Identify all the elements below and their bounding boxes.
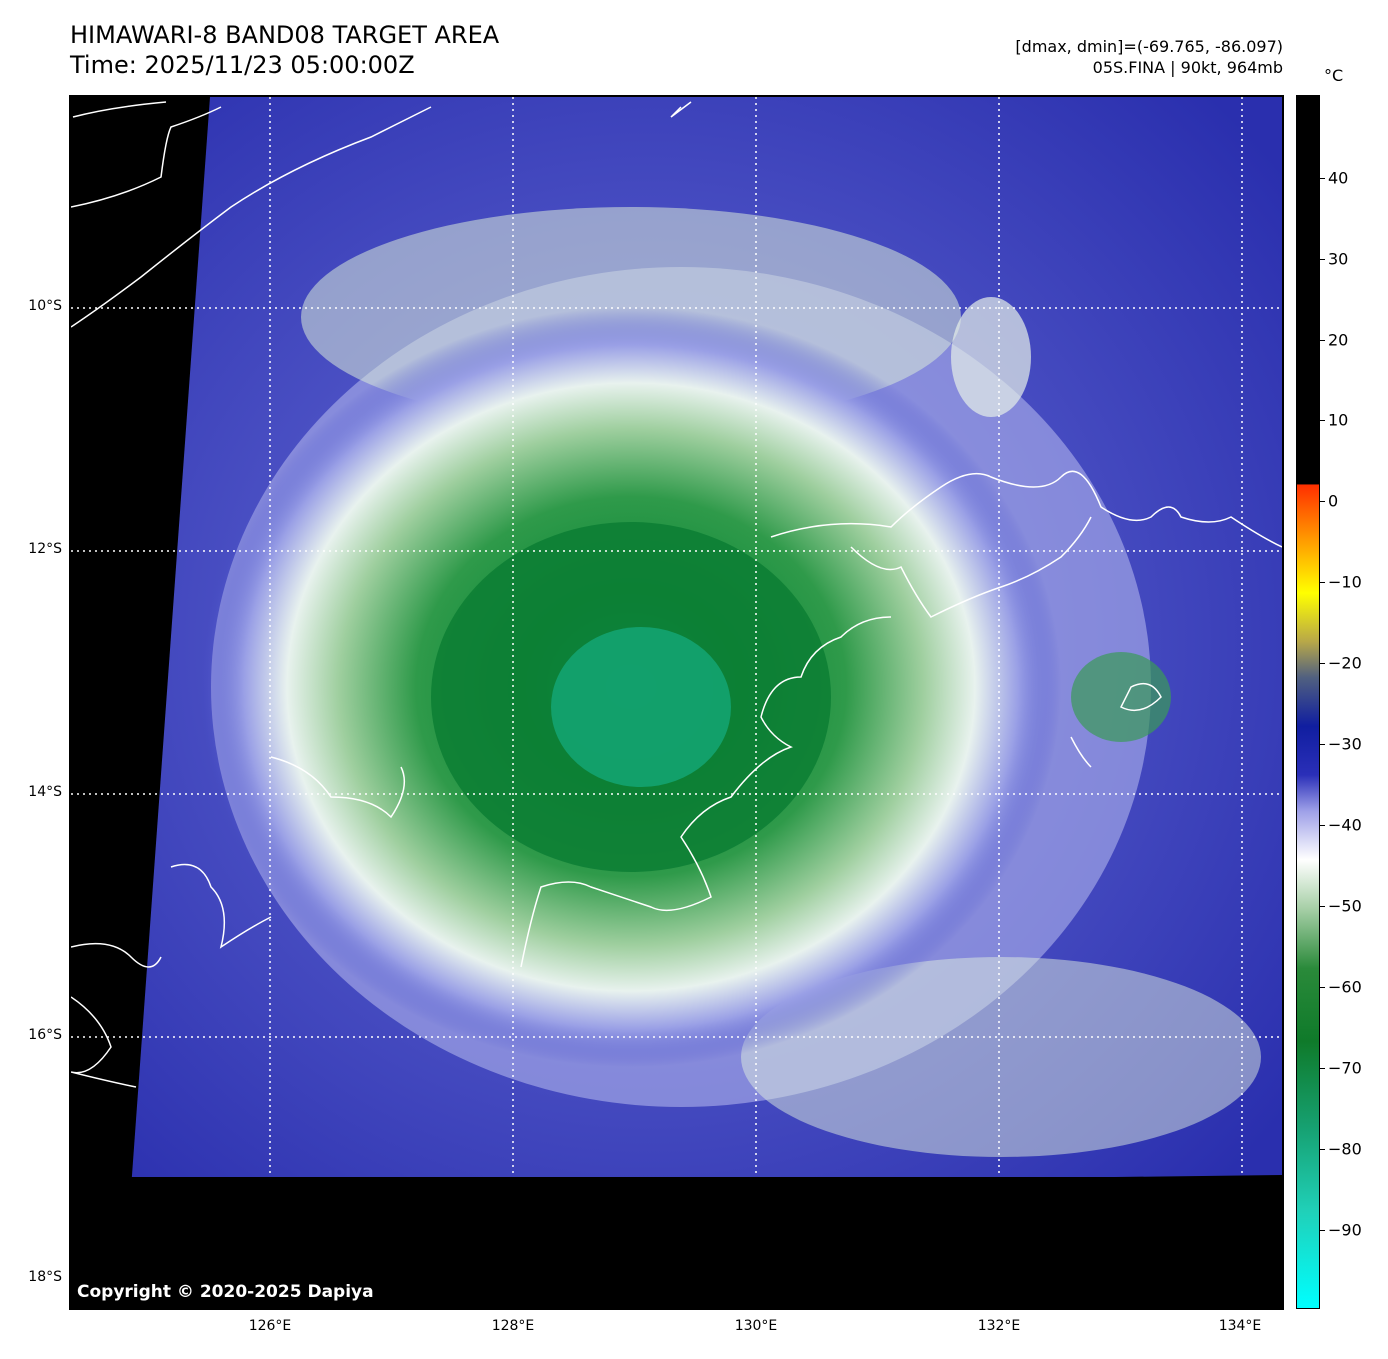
colorbar-label-minus20: −20 xyxy=(1328,653,1362,673)
northeast-cloud-cluster xyxy=(951,297,1031,417)
lon-label-130e: 130°E xyxy=(734,1318,778,1334)
lat-label-14s: 14°S xyxy=(28,784,62,800)
coastlines xyxy=(71,101,1282,1088)
lon-label-128e: 128°E xyxy=(491,1318,535,1334)
colorbar-label-minus40: −40 xyxy=(1328,815,1362,835)
colorbar-label-minus30: −30 xyxy=(1328,734,1362,754)
lat-label-16s: 16°S xyxy=(28,1027,62,1043)
lat-label-12s: 12°S xyxy=(28,541,62,557)
storm-text: 05S.FINA | 90kt, 964mb xyxy=(1092,58,1283,77)
title-line-2: Time: 2025/11/23 05:00:00Z xyxy=(70,51,415,79)
lon-label-126e: 126°E xyxy=(248,1318,292,1334)
colorbar-label-0: 0 xyxy=(1328,491,1339,511)
figure-meta: [dmax, dmin]=(-69.765, -86.097) 05S.FINA… xyxy=(1015,36,1283,78)
southeast-rainband xyxy=(741,957,1261,1157)
title-line-1: HIMAWARI-8 BAND08 TARGET AREA xyxy=(70,21,500,49)
copyright-text: Copyright © 2020-2025 Dapiya xyxy=(77,1282,374,1302)
lon-label-132e: 132°E xyxy=(977,1318,1021,1334)
colorbar-label-minus10: −10 xyxy=(1328,572,1362,592)
colorbar-label-minus60: −60 xyxy=(1328,977,1362,997)
colorbar-label-30: 30 xyxy=(1328,249,1349,269)
colorbar-label-minus70: −70 xyxy=(1328,1058,1362,1078)
colorbar-label-minus50: −50 xyxy=(1328,896,1362,916)
lat-label-18s: 18°S xyxy=(28,1269,62,1285)
range-text: [dmax, dmin]=(-69.765, -86.097) xyxy=(1015,37,1283,56)
lon-label-134e: 134°E xyxy=(1218,1318,1262,1334)
colorbar-label-10: 10 xyxy=(1328,410,1349,430)
colorbar-label-minus90: −90 xyxy=(1328,1220,1362,1240)
colorbar-label-20: 20 xyxy=(1328,330,1349,350)
colorbar xyxy=(1296,95,1320,1309)
east-cloud-cluster xyxy=(1071,652,1171,742)
figure-title: HIMAWARI-8 BAND08 TARGET AREA Time: 2025… xyxy=(70,20,499,80)
colorbar-unit: °C xyxy=(1324,66,1344,85)
lat-label-10s: 10°S xyxy=(28,298,62,314)
no-data-region xyxy=(71,1177,1282,1308)
colorbar-label-minus80: −80 xyxy=(1328,1139,1362,1159)
satellite-map: Copyright © 2020-2025 Dapiya xyxy=(69,95,1284,1310)
colorbar-label-40: 40 xyxy=(1328,168,1349,188)
map-image xyxy=(71,97,1282,1308)
storm-eye-region xyxy=(551,627,731,787)
